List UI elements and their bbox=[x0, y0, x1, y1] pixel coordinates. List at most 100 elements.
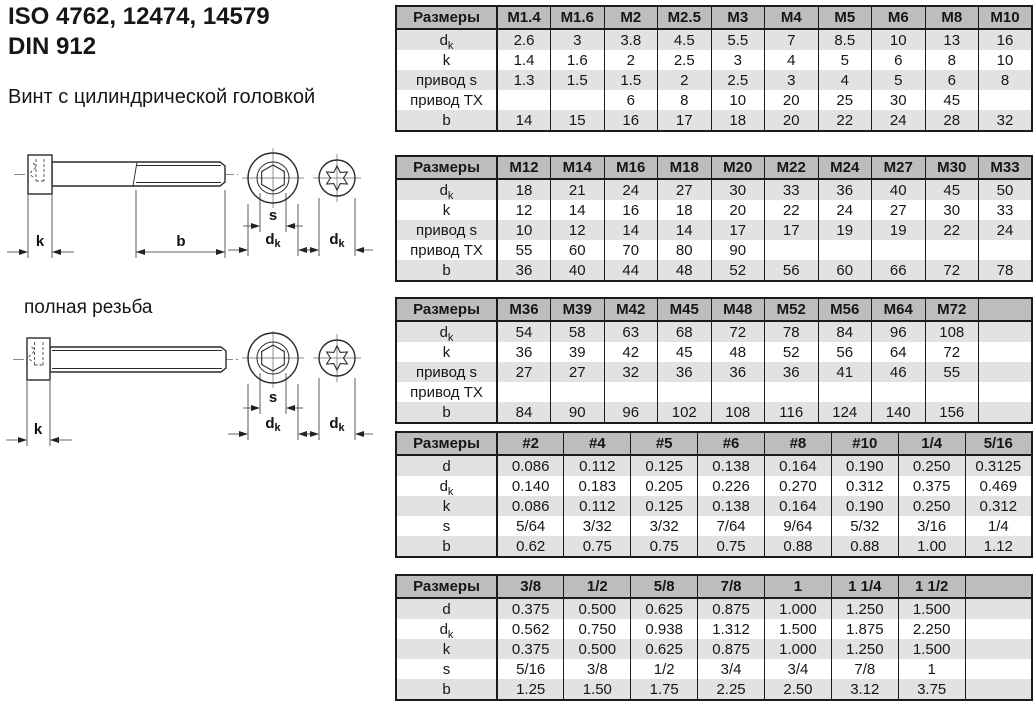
row-label: привод s bbox=[396, 70, 498, 90]
size-column-header: M36 bbox=[496, 298, 551, 322]
table-row: d 0.086 0.112 0.125 0.138 0.164 0.190 0.250 0.31… bbox=[396, 455, 1032, 476]
size-column-header: M4 bbox=[764, 6, 819, 30]
size-column-header: M24 bbox=[817, 156, 872, 180]
value-cell bbox=[550, 90, 605, 110]
value-cell: 36 bbox=[764, 362, 819, 382]
size-column-header: M1.4 bbox=[496, 6, 551, 30]
value-cell: 1.6 bbox=[550, 50, 605, 70]
row-label: d bbox=[396, 598, 498, 619]
value-cell: 0.75 bbox=[697, 536, 765, 557]
row-label: привод s bbox=[396, 220, 498, 240]
dk2-arrow-right bbox=[355, 247, 364, 253]
size-column-header: M45 bbox=[657, 298, 712, 322]
table-row: k 12 14 16 18 20 22 24 27 30 33 bbox=[396, 200, 1032, 220]
header-row: Размеры 3/8 1/2 5/8 7/8 1 1 1/4 1 1/2 bbox=[396, 575, 1032, 599]
value-cell: 0.270 bbox=[764, 476, 832, 496]
value-cell: 0.125 bbox=[630, 496, 699, 516]
value-cell: 1.00 bbox=[897, 536, 966, 557]
value-cell: 8 bbox=[978, 70, 1032, 90]
value-cell: 16 bbox=[978, 29, 1032, 50]
value-cell: 1.4 bbox=[496, 50, 551, 70]
size-column-header: M64 bbox=[871, 298, 926, 322]
value-cell: 5.5 bbox=[710, 29, 765, 50]
value-cell: 0.205 bbox=[630, 476, 699, 496]
value-cell: 41 bbox=[817, 362, 872, 382]
size-column-header: M27 bbox=[871, 156, 926, 180]
table-row: b 1.25 1.50 1.75 2.25 2.50 3.12 3.75 bbox=[396, 679, 1032, 700]
value-cell: 44 bbox=[603, 260, 658, 281]
value-cell: 19 bbox=[817, 220, 872, 240]
value-cell: 7/64 bbox=[697, 516, 765, 536]
dk-base: d bbox=[265, 231, 274, 248]
size-column-header: M2.5 bbox=[657, 6, 712, 30]
value-cell: 0.086 bbox=[496, 455, 565, 476]
table-row: s 5/16 3/8 1/2 3/4 3/4 7/8 1 bbox=[396, 659, 1032, 679]
value-cell bbox=[871, 382, 926, 402]
value-cell: 1 bbox=[897, 659, 966, 679]
dk1-extension-lines bbox=[247, 204, 299, 256]
size-column-header: M6 bbox=[871, 6, 926, 30]
value-cell: 2.25 bbox=[697, 679, 765, 700]
value-cell: 0.190 bbox=[830, 455, 899, 476]
table-row: привод TX bbox=[396, 382, 1032, 402]
size-column-header bbox=[978, 298, 1032, 322]
header-row: Размеры M36 M39 M42 M45 M48 M52 M56 M64 M72 bbox=[396, 298, 1032, 322]
value-cell: 8 bbox=[924, 50, 979, 70]
value-cell bbox=[871, 240, 926, 260]
value-cell: 0.875 bbox=[697, 598, 765, 619]
product-name: Винт с цилиндрической головкой bbox=[8, 86, 316, 108]
row-label: dk bbox=[396, 321, 498, 342]
row-label: привод TX bbox=[396, 240, 498, 260]
value-cell: 45 bbox=[924, 179, 979, 200]
value-cell: 0.164 bbox=[764, 455, 832, 476]
value-cell: 1.500 bbox=[764, 619, 832, 639]
size-column-header: #4 bbox=[563, 432, 632, 456]
dk-dim-label-torx: dk bbox=[329, 231, 345, 250]
subscript: k bbox=[447, 331, 454, 342]
table-row: привод s 27 27 32 36 36 36 41 46 55 bbox=[396, 362, 1032, 382]
value-cell: 2.50 bbox=[764, 679, 832, 700]
head-outline-circle-torx bbox=[318, 339, 356, 377]
value-cell bbox=[978, 90, 1032, 110]
standards-title: ISO 4762, 12474, 14579 bbox=[8, 3, 270, 30]
value-cell: 33 bbox=[764, 179, 819, 200]
value-cell: 18 bbox=[710, 110, 765, 131]
value-cell: 0.469 bbox=[964, 476, 1032, 496]
size-column-header: 1 1/2 bbox=[897, 575, 966, 599]
value-cell: 9/64 bbox=[764, 516, 832, 536]
s-arrow-right bbox=[286, 223, 295, 229]
value-cell: 3 bbox=[550, 29, 605, 50]
value-cell: 18 bbox=[496, 179, 551, 200]
s-dim-label: s bbox=[269, 207, 277, 224]
value-cell: 0.625 bbox=[630, 639, 699, 659]
value-cell: 16 bbox=[603, 200, 658, 220]
value-cell: 3/4 bbox=[764, 659, 832, 679]
value-cell: 90 bbox=[710, 240, 765, 260]
value-cell: 0.086 bbox=[496, 496, 565, 516]
row-label: привод TX bbox=[396, 90, 498, 110]
screw-head bbox=[27, 154, 53, 195]
value-cell bbox=[978, 402, 1032, 423]
table-row: привод TX 55 60 70 80 90 bbox=[396, 240, 1032, 260]
value-cell: 1.3 bbox=[496, 70, 551, 90]
subscript: k bbox=[447, 628, 454, 639]
row-label: b bbox=[396, 110, 498, 131]
value-cell bbox=[657, 382, 712, 402]
thread-root-lines bbox=[136, 165, 221, 183]
value-cell bbox=[964, 619, 1032, 639]
value-cell bbox=[978, 240, 1032, 260]
size-column-header: M72 bbox=[924, 298, 979, 322]
size-column-header: M1.6 bbox=[550, 6, 605, 30]
dk-dim-label: dk bbox=[265, 231, 281, 250]
size-column-header: #10 bbox=[830, 432, 899, 456]
value-cell: 14 bbox=[657, 220, 712, 240]
value-cell: 5/64 bbox=[496, 516, 565, 536]
row-label: b bbox=[396, 260, 498, 281]
s-arrow-left bbox=[251, 223, 260, 229]
value-cell: 27 bbox=[871, 200, 926, 220]
value-cell: 0.75 bbox=[563, 536, 632, 557]
row-label: dk bbox=[396, 476, 498, 496]
k-extension-lines bbox=[27, 195, 53, 258]
value-cell: 2.6 bbox=[496, 29, 551, 50]
value-cell: 1/4 bbox=[964, 516, 1032, 536]
